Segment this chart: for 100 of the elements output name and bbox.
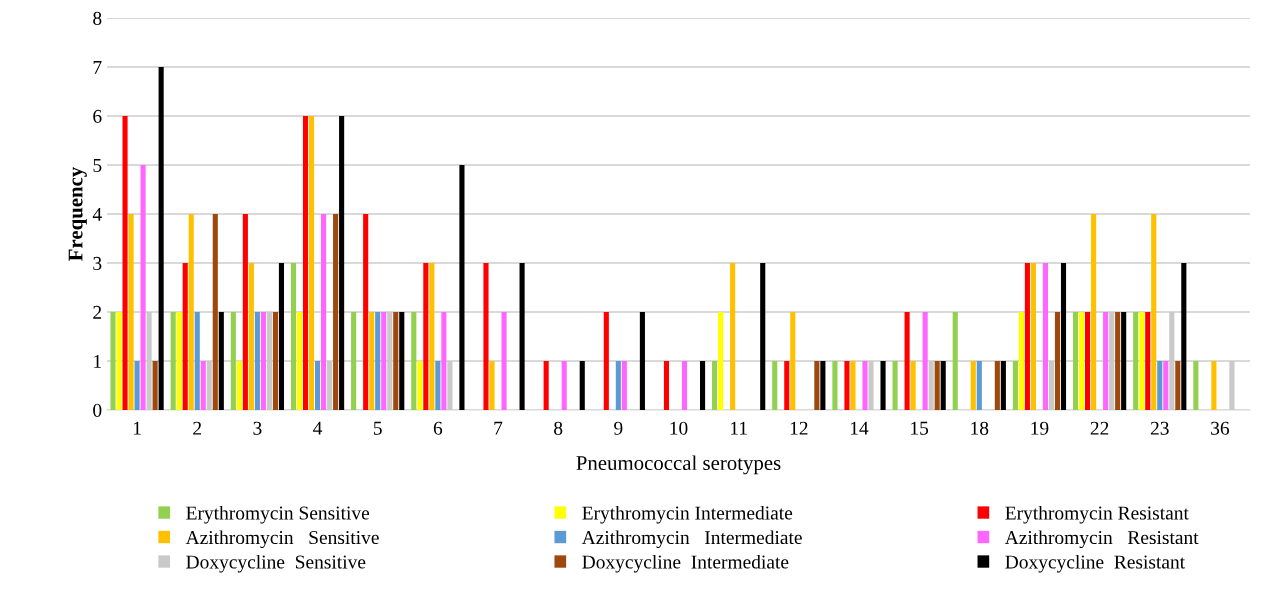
- bar: [621, 361, 627, 410]
- bar: [1042, 263, 1049, 410]
- bar: [315, 361, 321, 410]
- bar: [976, 361, 982, 410]
- legend-label: Azithromycin Intermediate: [581, 530, 802, 549]
- bar: [952, 312, 958, 410]
- bar: [459, 165, 465, 410]
- bar: [1030, 263, 1036, 410]
- legend-label: Azithromycin Sensitive: [185, 530, 379, 549]
- y-tick-label: 1: [94, 354, 101, 368]
- bar: [152, 361, 158, 410]
- bar: [110, 312, 116, 410]
- bar: [790, 312, 796, 410]
- bar: [441, 312, 447, 410]
- bar: [248, 263, 254, 410]
- bar: [212, 214, 218, 410]
- y-tick-label: 3: [93, 256, 102, 270]
- bar: [1060, 263, 1067, 410]
- bar: [712, 361, 718, 410]
- bar: [1157, 361, 1163, 410]
- x-tick-label: 5: [373, 421, 382, 435]
- bar: [934, 361, 940, 410]
- legend-label: Doxycycline Intermediate: [582, 554, 789, 573]
- bar: [922, 312, 928, 410]
- x-tick-label: 9: [614, 421, 623, 435]
- bar: [1163, 361, 1169, 410]
- x-tick-label: 15: [911, 421, 929, 435]
- bar: [122, 116, 128, 410]
- bar: [236, 361, 242, 410]
- bar: [308, 116, 315, 410]
- y-tick-label: 8: [93, 11, 102, 25]
- x-tick-label: 2: [193, 421, 202, 435]
- bar: [543, 361, 549, 410]
- bar: [242, 214, 248, 410]
- bar: [339, 116, 345, 410]
- bar: [904, 312, 910, 410]
- bar: [681, 361, 688, 410]
- bar: [1018, 312, 1024, 410]
- bar: [832, 361, 838, 410]
- bar: [501, 312, 507, 410]
- bar: [730, 263, 736, 410]
- x-tick-label: 23: [1150, 421, 1169, 435]
- bar: [603, 312, 609, 410]
- x-axis-title: Pneumococcal serotypes: [576, 455, 781, 475]
- bar: [862, 361, 868, 410]
- bar: [411, 312, 417, 410]
- bar: [760, 263, 766, 410]
- bar: [519, 263, 525, 410]
- bar: [483, 263, 489, 410]
- y-tick-label: 5: [93, 159, 102, 172]
- bar: [1211, 361, 1217, 410]
- bar: [1193, 361, 1199, 410]
- bar: [940, 361, 946, 410]
- bar: [351, 312, 357, 410]
- bar: [423, 263, 429, 410]
- x-tick-label: 12: [790, 421, 808, 435]
- bar: [970, 361, 976, 410]
- bar: [579, 361, 585, 410]
- bar: [1024, 263, 1030, 410]
- bar: [321, 214, 327, 410]
- bar: [892, 361, 898, 410]
- bar: [1109, 312, 1115, 410]
- bar: [333, 214, 339, 410]
- y-tick-label: 0: [93, 403, 102, 417]
- bar: [218, 312, 224, 410]
- bar: [868, 361, 874, 410]
- legend-label: Erythromycin Intermediate: [582, 505, 793, 524]
- bar: [1091, 214, 1097, 410]
- bar: [561, 361, 567, 410]
- bar: [182, 263, 188, 410]
- bar: [158, 67, 164, 410]
- bar: [820, 361, 826, 410]
- bar: [844, 361, 850, 410]
- bar: [489, 361, 495, 410]
- x-tick-label: 19: [1031, 421, 1049, 435]
- bar: [880, 361, 886, 410]
- x-tick-label: 4: [313, 421, 323, 435]
- bar: [327, 361, 333, 410]
- bar: [1085, 312, 1091, 410]
- bar: [381, 312, 387, 410]
- bar: [615, 361, 621, 410]
- bar: [417, 361, 423, 410]
- x-tick-label: 8: [554, 421, 563, 435]
- bar: [1121, 312, 1127, 410]
- bar: [170, 312, 176, 410]
- bar: [200, 361, 206, 410]
- bar: [1181, 263, 1187, 410]
- bar: [266, 312, 272, 410]
- bar: [134, 361, 140, 410]
- bar: [772, 361, 778, 410]
- bar: [1133, 312, 1139, 410]
- bar: [176, 312, 182, 410]
- bar: [1145, 312, 1151, 410]
- bar: [850, 361, 856, 410]
- bar: [375, 312, 381, 410]
- bar: [302, 116, 309, 410]
- bar: [814, 361, 820, 410]
- bar: [447, 361, 453, 410]
- bar: [718, 312, 724, 410]
- bar: [1054, 312, 1061, 410]
